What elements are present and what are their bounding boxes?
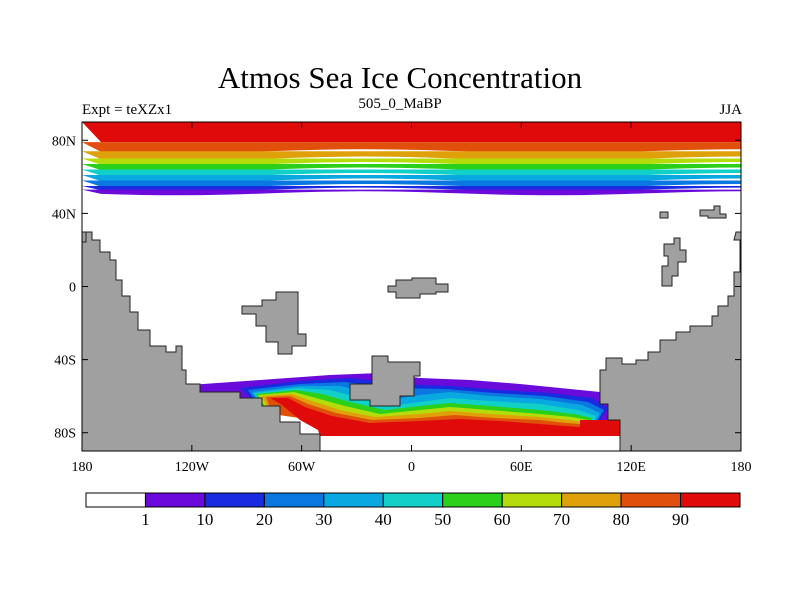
colorbar-swatch [144,492,206,508]
colorbar-label: 90 [672,510,689,529]
axes: 180 120W 60W 0 60E 120E 180 80N 40N 0 40S 80S [52,122,752,475]
x-tick-label: 120W [175,460,210,475]
colorbar-label: 30 [315,510,332,529]
x-tick-label: 120E [616,460,646,475]
colorbar-label: 40 [375,510,392,529]
colorbar-swatch [323,492,384,508]
arctic-ice-bands [82,122,741,196]
arctic-band-10 [82,189,741,196]
colorbar-swatch [680,492,741,508]
colorbar-label: 60 [494,510,511,529]
colorbar-label: 70 [553,510,570,529]
land-east-islet [659,211,669,219]
land-americas [82,231,321,451]
colorbar-label: 10 [196,510,213,529]
experiment-label: Expt = teXZx1 [82,102,173,118]
land-masses [82,205,741,451]
colorbar-swatch [501,492,563,508]
colorbar-swatch [382,492,444,508]
arctic-band-3 [82,151,741,161]
y-tick-label: 80S [54,427,76,442]
land-african-horn [387,277,449,299]
colorbar-swatch [204,492,265,508]
colorbar-swatch [85,492,146,508]
colorbar-swatch [263,492,325,508]
colorbar: 1 10 20 30 40 50 60 70 80 90 [85,492,741,529]
colorbar-label: 80 [613,510,630,529]
colorbar-swatch [620,492,682,508]
x-tick-label: 60W [288,460,316,475]
period-label: 505_0_MaBP [358,96,442,112]
ice-contour-90 [270,398,580,436]
land-west-edge [82,231,87,243]
arctic-band-2 [82,142,741,154]
colorbar-label: 1 [141,510,150,529]
arctic-band-1 [82,122,741,143]
colorbar-swatch [561,492,622,508]
land-east-edge [733,231,741,241]
land-south-america-island [241,291,307,355]
x-tick-label: 60E [510,460,533,475]
colorbar-label: 50 [434,510,451,529]
colorbar-swatch [442,492,503,508]
y-tick-label: 40N [52,207,76,222]
land-east-peninsula [661,237,687,287]
chart-title: Atmos Sea Ice Concentration [217,60,583,95]
season-label: JJA [719,102,742,118]
land-africa-eurasia-west [349,355,421,407]
x-tick-label: 180 [72,460,93,475]
y-tick-label: 40S [54,354,76,369]
ice-red-block [580,420,628,436]
x-tick-label: 0 [408,460,415,475]
colorbar-label: 20 [256,510,273,529]
land-east-continent [599,237,741,451]
y-tick-label: 80N [52,134,76,149]
y-tick-label: 0 [69,281,76,296]
land-east-island-north [699,205,727,219]
x-tick-label: 180 [731,460,752,475]
